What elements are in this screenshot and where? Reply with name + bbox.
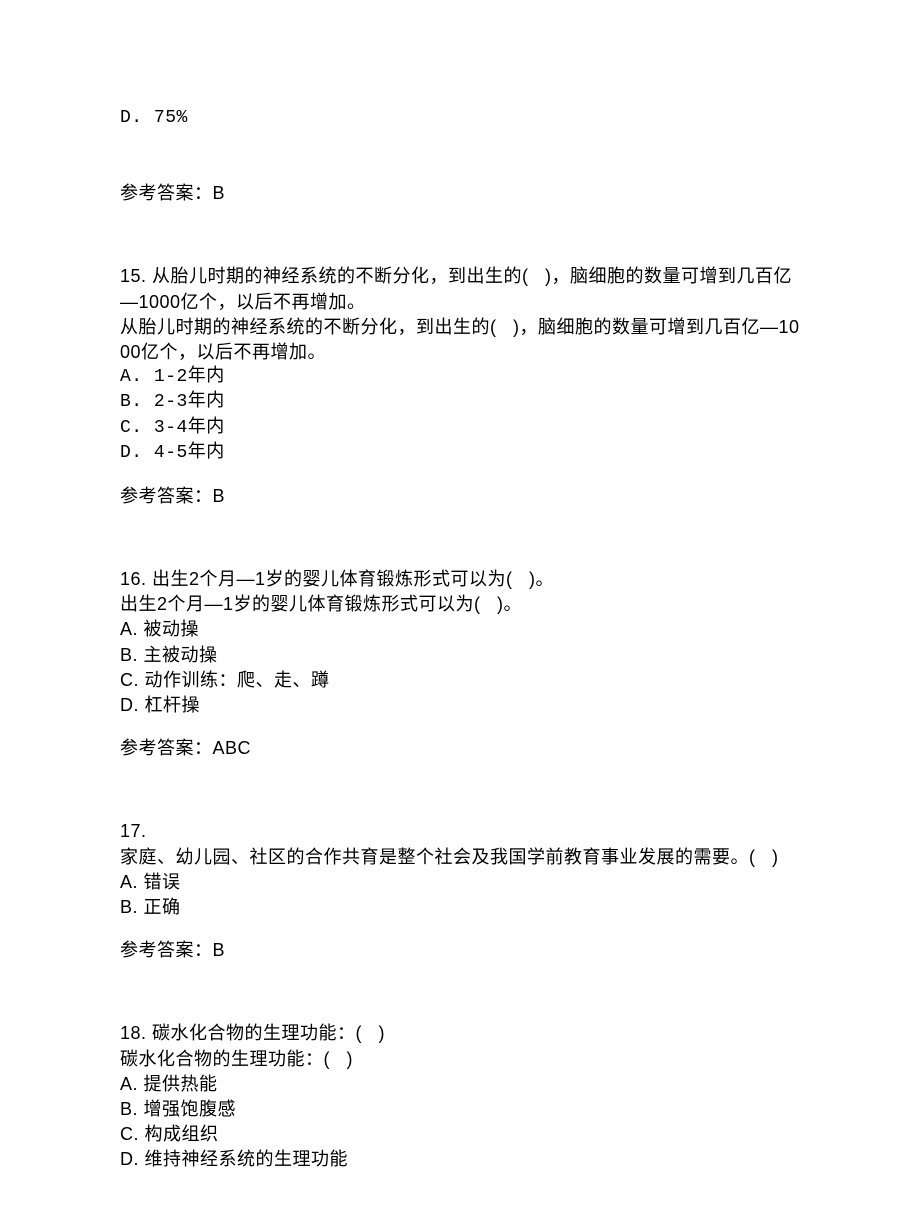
q16-number: 16. <box>120 569 152 589</box>
q14-answer: 参考答案：B <box>120 181 800 206</box>
q16-option-c: C. 动作训练：爬、走、蹲 <box>120 668 800 693</box>
q15-option-c: C. 3-4年内 <box>120 416 800 441</box>
q18-option-c: C. 构成组织 <box>120 1122 800 1147</box>
q15-stem1: 从胎儿时期的神经系统的不断分化，到出生的( )，脑细胞的数量可增到几百亿—100… <box>120 266 792 311</box>
q18-stem-line1: 18. 碳水化合物的生理功能：( ) <box>120 1021 800 1046</box>
q14-option-d: D. 75% <box>120 106 800 131</box>
q16-option-a: A. 被动操 <box>120 617 800 642</box>
q16-answer: 参考答案：ABC <box>120 736 800 761</box>
q15-option-d: D. 4-5年内 <box>120 441 800 466</box>
q18-number: 18. <box>120 1023 152 1043</box>
q15-option-a: A. 1-2年内 <box>120 365 800 390</box>
q17-answer: 参考答案：B <box>120 938 800 963</box>
q15-answer: 参考答案：B <box>120 484 800 509</box>
q16-option-d: D. 杠杆操 <box>120 693 800 718</box>
q18-option-d: D. 维持神经系统的生理功能 <box>120 1147 800 1172</box>
q17-stem: 家庭、幼儿园、社区的合作共育是整个社会及我国学前教育事业发展的需要。( ) <box>120 845 800 870</box>
q15-stem-line1: 15. 从胎儿时期的神经系统的不断分化，到出生的( )，脑细胞的数量可增到几百亿… <box>120 264 800 314</box>
q16-option-b: B. 主被动操 <box>120 643 800 668</box>
q16-stem1: 出生2个月—1岁的婴儿体育锻炼形式可以为( )。 <box>152 569 554 589</box>
q17-option-b: B. 正确 <box>120 895 800 920</box>
q16-stem-line1: 16. 出生2个月—1岁的婴儿体育锻炼形式可以为( )。 <box>120 567 800 592</box>
q18-option-b: B. 增强饱腹感 <box>120 1097 800 1122</box>
q17-option-a: A. 错误 <box>120 870 800 895</box>
q15-stem-line2: 从胎儿时期的神经系统的不断分化，到出生的( )，脑细胞的数量可增到几百亿—100… <box>120 315 800 365</box>
q15-number: 15. <box>120 266 152 286</box>
q18-option-a: A. 提供热能 <box>120 1072 800 1097</box>
q18-stem-line2: 碳水化合物的生理功能：( ) <box>120 1047 800 1072</box>
q18-stem1: 碳水化合物的生理功能：( ) <box>152 1023 385 1043</box>
q17-number: 17. <box>120 819 800 844</box>
q15-option-b: B. 2-3年内 <box>120 390 800 415</box>
q16-stem-line2: 出生2个月—1岁的婴儿体育锻炼形式可以为( )。 <box>120 592 800 617</box>
